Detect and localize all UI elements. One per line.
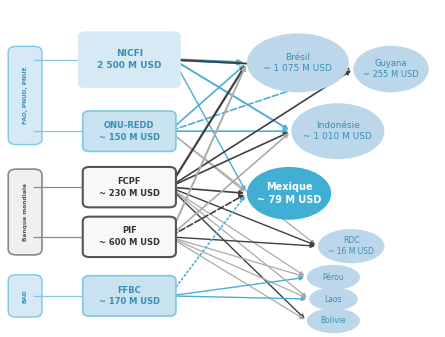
FancyBboxPatch shape — [83, 111, 176, 151]
Ellipse shape — [353, 46, 429, 92]
Ellipse shape — [309, 287, 358, 310]
Text: Banque mondiale: Banque mondiale — [23, 183, 28, 241]
Text: FFBC
~ 170 M USD: FFBC ~ 170 M USD — [99, 285, 160, 306]
Text: RDC
~ 16 M USD: RDC ~ 16 M USD — [328, 236, 374, 256]
Text: NICFI
2 500 M USD: NICFI 2 500 M USD — [97, 49, 162, 70]
Text: PIF
~ 600 M USD: PIF ~ 600 M USD — [99, 226, 160, 247]
Text: Mexique
~ 79 M USD: Mexique ~ 79 M USD — [257, 182, 321, 205]
FancyBboxPatch shape — [78, 32, 180, 88]
Text: Laos: Laos — [324, 295, 342, 304]
Ellipse shape — [307, 265, 360, 290]
FancyBboxPatch shape — [8, 47, 42, 145]
Ellipse shape — [307, 308, 360, 333]
FancyBboxPatch shape — [83, 167, 176, 207]
Text: BAD: BAD — [23, 289, 28, 303]
Text: FCPF
~ 230 M USD: FCPF ~ 230 M USD — [99, 177, 160, 197]
Text: Guyana
~ 255 M USD: Guyana ~ 255 M USD — [363, 59, 419, 79]
FancyBboxPatch shape — [83, 217, 176, 257]
FancyBboxPatch shape — [8, 169, 42, 255]
FancyBboxPatch shape — [8, 275, 42, 317]
Text: Bolivie: Bolivie — [320, 316, 346, 325]
Text: Indonésie
~ 1 010 M USD: Indonésie ~ 1 010 M USD — [303, 121, 372, 142]
FancyBboxPatch shape — [83, 276, 176, 316]
Ellipse shape — [247, 33, 349, 92]
Ellipse shape — [291, 103, 384, 159]
Text: FAO, PNUD, PNUE: FAO, PNUD, PNUE — [23, 67, 28, 124]
Text: ONU-REDD
~ 150 M USD: ONU-REDD ~ 150 M USD — [99, 121, 160, 142]
Ellipse shape — [318, 229, 384, 263]
Text: Pérou: Pérou — [323, 273, 344, 282]
Ellipse shape — [247, 167, 331, 220]
Text: Brésil
~ 1 075 M USD: Brésil ~ 1 075 M USD — [263, 53, 332, 73]
